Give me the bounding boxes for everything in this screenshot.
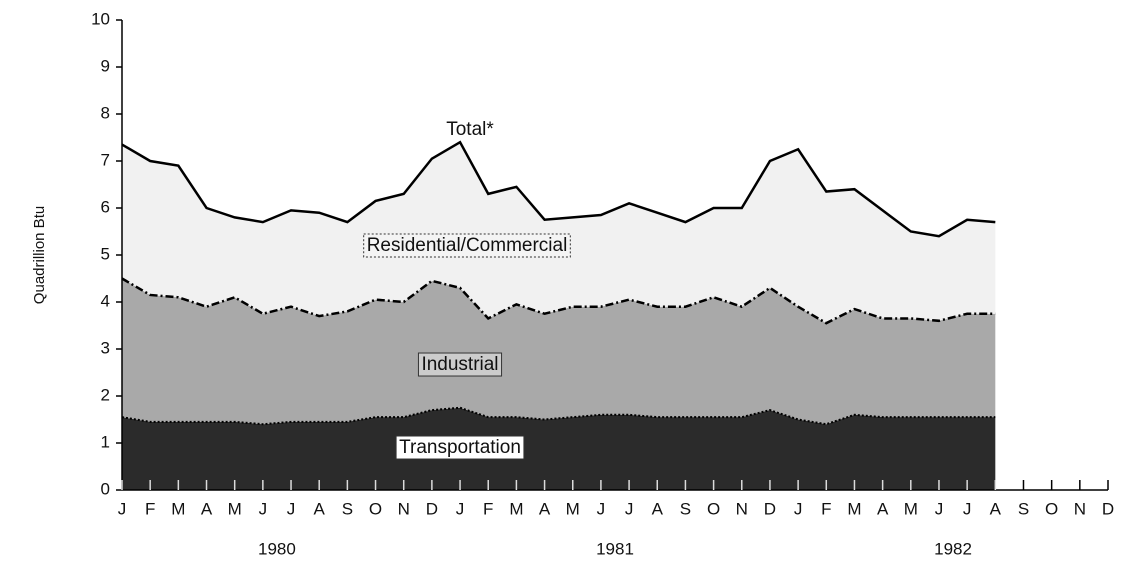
x-tick-label: A [990, 499, 1002, 518]
x-tick-label: J [259, 499, 268, 518]
y-tick-label: 5 [101, 244, 110, 263]
x-tick-label: F [145, 499, 155, 518]
x-tick-label: F [821, 499, 831, 518]
boundary-line [121, 406, 996, 426]
x-tick-label: S [342, 499, 353, 518]
y-tick-label: 3 [101, 338, 110, 357]
x-tick-label: M [566, 499, 580, 518]
label-box [395, 435, 525, 460]
label-box [417, 352, 503, 377]
year-label: 1981 [596, 539, 634, 558]
x-tick-label: D [426, 499, 438, 518]
boundary-line [121, 140, 996, 238]
x-tick-label: M [904, 499, 918, 518]
x-tick-label: F [483, 499, 493, 518]
y-axis-label: Quadrillion Btu [31, 206, 48, 304]
x-tick-label: S [1018, 499, 1029, 518]
x-tick-label: M [509, 499, 523, 518]
annotation: Total* [446, 119, 494, 140]
x-tick-label: J [597, 499, 606, 518]
x-tick-label: J [794, 499, 803, 518]
x-tick-label: J [456, 499, 465, 518]
year-label: 1980 [258, 539, 296, 558]
y-tick-label: 2 [101, 385, 110, 404]
x-tick-label: J [118, 499, 127, 518]
area [122, 278, 996, 425]
x-tick-label: J [287, 499, 296, 518]
area [122, 407, 996, 490]
label-box [363, 233, 571, 258]
y-tick-label: 1 [101, 432, 110, 451]
x-tick-label: O [369, 499, 382, 518]
x-tick-label: D [764, 499, 776, 518]
x-tick-label: M [847, 499, 861, 518]
x-tick-label: N [398, 499, 410, 518]
x-tick-label: M [171, 499, 185, 518]
x-tick-label: N [736, 499, 748, 518]
area [122, 142, 996, 324]
y-tick-label: 9 [101, 56, 110, 75]
series-label: Industrial [421, 354, 498, 375]
x-tick-label: A [877, 499, 889, 518]
series-label: Transportation [399, 437, 521, 458]
x-tick-label: M [228, 499, 242, 518]
x-tick-label: N [1074, 499, 1086, 518]
y-tick-label: 8 [101, 103, 110, 122]
x-tick-label: O [707, 499, 720, 518]
y-tick-label: 10 [91, 9, 110, 28]
y-tick-label: 7 [101, 150, 110, 169]
x-tick-label: J [625, 499, 634, 518]
series-label: Residential/Commercial [367, 235, 568, 256]
x-tick-label: A [201, 499, 213, 518]
boundary-line [121, 277, 996, 325]
x-tick-label: A [652, 499, 664, 518]
x-tick-label: A [314, 499, 326, 518]
x-tick-label: J [963, 499, 972, 518]
y-tick-label: 6 [101, 197, 110, 216]
y-tick-label: 0 [101, 479, 110, 498]
x-tick-label: D [1102, 499, 1114, 518]
x-tick-label: O [1045, 499, 1058, 518]
y-tick-label: 4 [101, 291, 110, 310]
x-tick-label: J [935, 499, 944, 518]
year-label: 1982 [934, 539, 972, 558]
x-tick-label: S [680, 499, 691, 518]
x-tick-label: A [539, 499, 551, 518]
